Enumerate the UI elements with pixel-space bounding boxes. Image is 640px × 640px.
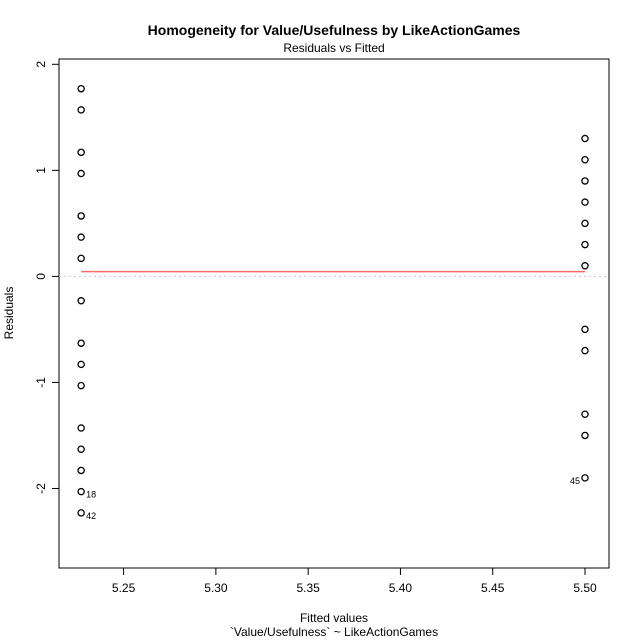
x-axis-sublabel: `Value/Usefulness` ~ LikeActionGames — [230, 625, 438, 639]
point-label: 18 — [86, 490, 96, 500]
chart-subtitle: Residuals vs Fitted — [283, 41, 384, 55]
data-point — [581, 474, 589, 482]
data-point — [77, 424, 85, 432]
y-axis-label: Residuals — [2, 287, 16, 340]
data-point — [77, 169, 85, 178]
y-tick-label: 1 — [34, 167, 48, 174]
data-point — [77, 381, 85, 390]
data-point — [77, 466, 85, 475]
data-point — [581, 134, 589, 143]
y-tick-label: -1 — [34, 377, 48, 388]
data-point — [581, 262, 589, 270]
data-point — [77, 233, 85, 241]
data-point — [581, 219, 589, 228]
x-tick-label: 5.40 — [389, 581, 413, 595]
data-point — [581, 410, 589, 418]
x-tick-label: 5.45 — [481, 581, 505, 595]
point-label: 42 — [86, 511, 96, 521]
data-point — [77, 254, 85, 263]
data-point — [77, 339, 85, 347]
data-point — [581, 155, 589, 164]
data-point — [77, 509, 85, 517]
y-tick-label: -2 — [34, 483, 48, 494]
data-point — [77, 84, 85, 93]
x-tick-label: 5.25 — [112, 581, 136, 595]
data-point — [581, 240, 589, 249]
data-point — [77, 445, 85, 453]
data-point — [581, 431, 589, 440]
data-point — [581, 346, 589, 355]
data-point — [77, 297, 85, 305]
plot-frame — [58, 58, 610, 569]
data-point — [77, 212, 85, 220]
x-tick-label: 5.50 — [573, 581, 597, 595]
y-tick-label: 0 — [34, 273, 48, 280]
x-tick-label: 5.30 — [204, 581, 228, 595]
data-point — [77, 106, 85, 114]
y-tick-label: 2 — [34, 61, 48, 68]
data-point — [77, 487, 85, 496]
point-label: 45 — [570, 476, 580, 486]
data-point — [581, 198, 589, 206]
data-point — [77, 148, 85, 157]
chart-title: Homogeneity for Value/Usefulness by Like… — [148, 22, 521, 38]
x-tick-label: 5.35 — [296, 581, 320, 595]
data-point — [581, 177, 589, 185]
x-axis-label: Fitted values — [300, 611, 368, 625]
data-point — [581, 325, 589, 334]
data-point — [77, 360, 85, 369]
